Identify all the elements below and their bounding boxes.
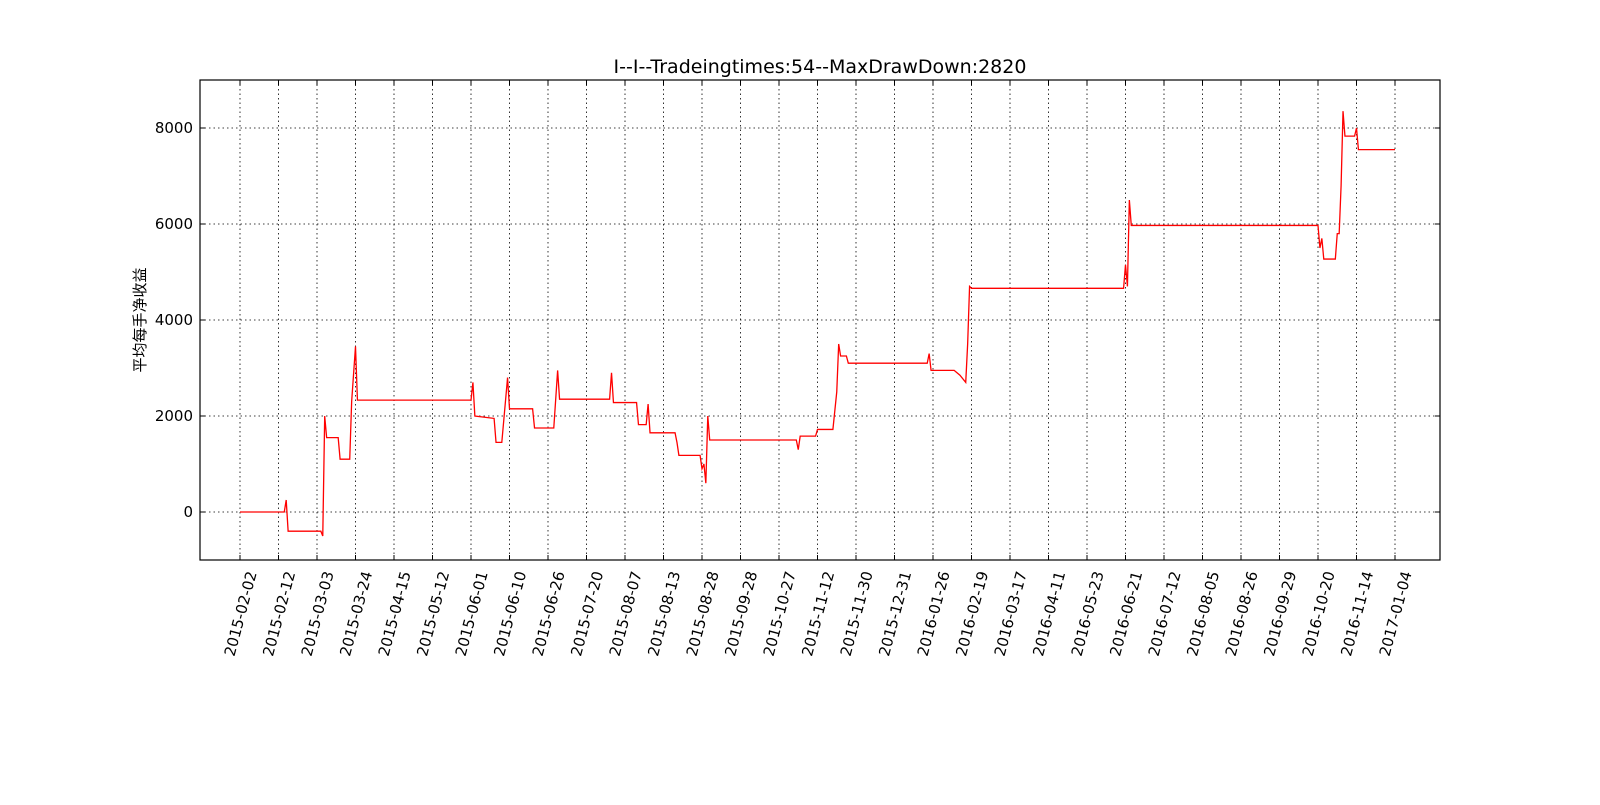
series-line — [240, 111, 1395, 537]
y-tick-label: 4000 — [155, 311, 193, 329]
chart-title: I--I--Tradeingtimes:54--MaxDrawDown:2820 — [614, 56, 1027, 78]
y-tick-label: 0 — [183, 503, 193, 521]
y-axis-label: 平均每手净收益 — [131, 267, 149, 372]
y-tick-label: 8000 — [155, 119, 193, 137]
y-tick-label: 6000 — [155, 215, 193, 233]
y-tick-label: 2000 — [155, 407, 193, 425]
